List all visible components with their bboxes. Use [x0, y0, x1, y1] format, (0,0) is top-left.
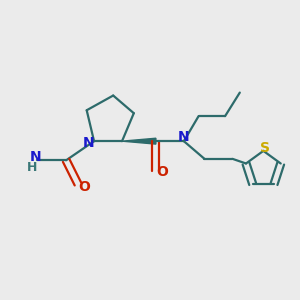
- Polygon shape: [122, 138, 156, 144]
- Text: H: H: [27, 161, 38, 174]
- Text: N: N: [29, 150, 41, 164]
- Text: O: O: [156, 165, 168, 179]
- Text: S: S: [260, 141, 270, 155]
- Text: O: O: [78, 180, 90, 194]
- Text: N: N: [83, 136, 94, 150]
- Text: N: N: [178, 130, 190, 144]
